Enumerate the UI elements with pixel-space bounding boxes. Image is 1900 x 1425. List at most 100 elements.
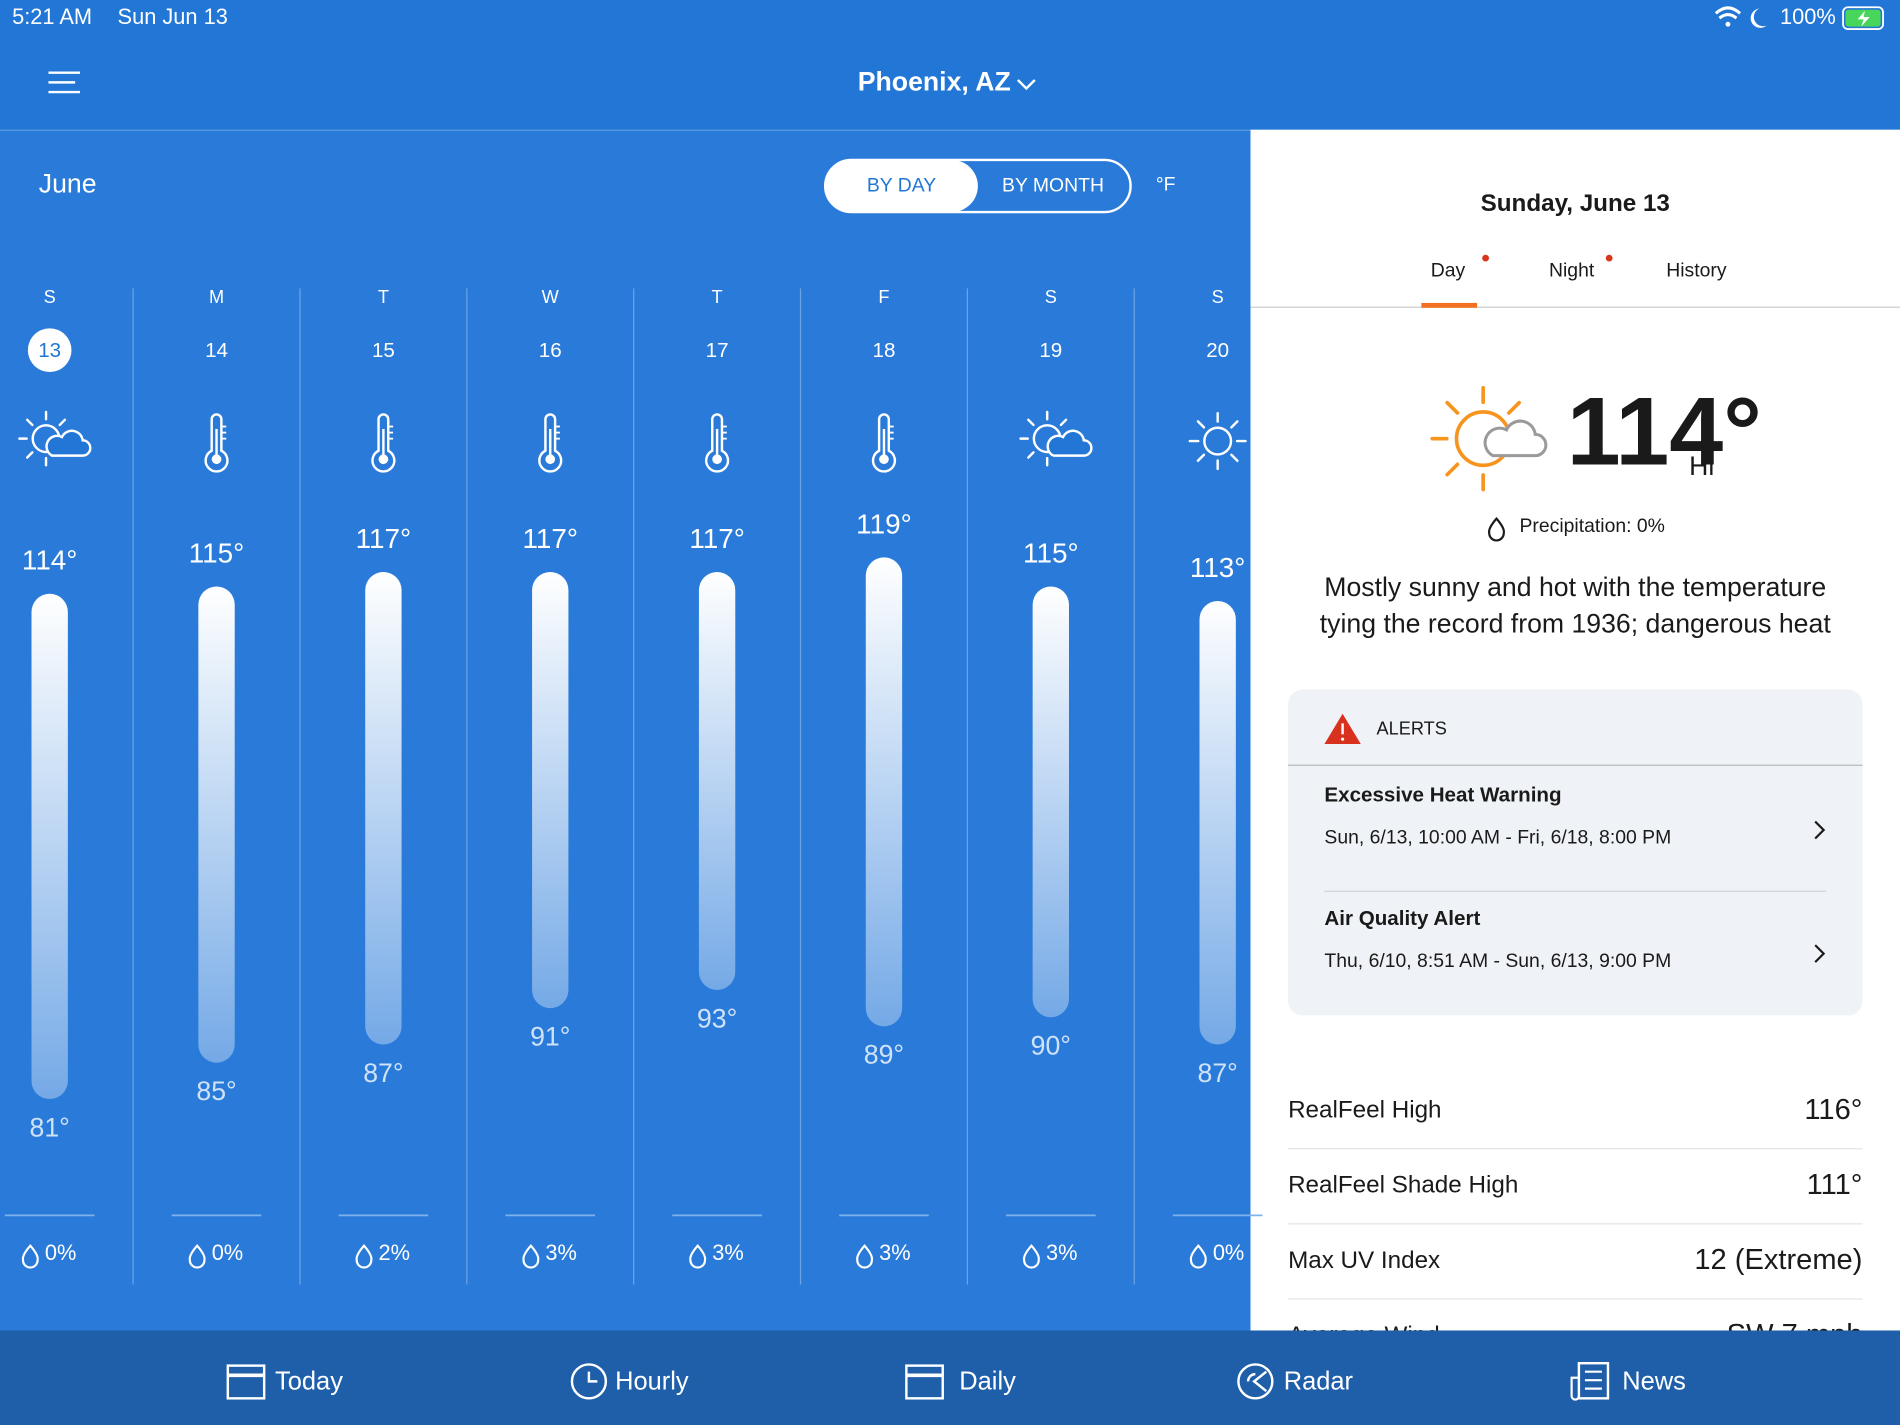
precip: 3% [522, 1240, 577, 1269]
detail-label: Max UV Index [1288, 1247, 1440, 1274]
thermometer [371, 413, 396, 473]
hero-temp-suffix: Hi [1689, 451, 1714, 481]
temperature-bar[interactable] [365, 571, 402, 1045]
moon-icon [1750, 8, 1767, 28]
alert-title: Excessive Heat Warning [1324, 784, 1561, 807]
day-date[interactable]: 13 [38, 339, 61, 362]
thermometer [871, 413, 897, 473]
day-of-week[interactable]: F [878, 287, 889, 307]
thermometer [538, 413, 563, 473]
sun-ray [25, 418, 34, 427]
alert-icon-dot [1341, 737, 1345, 741]
low-temp: 87° [1198, 1058, 1238, 1088]
day-date[interactable]: 18 [873, 339, 896, 362]
nav-icon [905, 1364, 944, 1400]
detail-value: SW 7 mph [1727, 1319, 1863, 1351]
precip: 3% [856, 1240, 911, 1269]
weather-icon [871, 413, 897, 473]
high-temp: 117° [522, 523, 578, 554]
day-date[interactable]: 19 [1039, 339, 1062, 362]
day-date[interactable]: 14 [205, 339, 228, 362]
alert-item[interactable]: Air Quality Alert Thu, 6/10, 8:51 AM - Su… [1324, 907, 1826, 972]
nav-item[interactable]: News [1570, 1361, 1686, 1401]
drop-icon [1189, 1244, 1207, 1269]
temperature-bar[interactable] [865, 557, 903, 1027]
thermometer-bulb [545, 454, 556, 465]
location-title[interactable]: Phoenix, AZ [858, 67, 1011, 97]
thermometer-bulb [879, 454, 889, 465]
nav-label: Radar [1284, 1367, 1354, 1395]
battery-bolt [1857, 10, 1870, 27]
day-date[interactable]: 17 [706, 339, 729, 362]
nav-label: Today [275, 1367, 343, 1395]
weather-icon [705, 413, 730, 473]
toggle-by-month[interactable]: BY MONTH [1002, 175, 1104, 197]
day-of-week[interactable]: S [44, 287, 56, 307]
detail-value: 12 (Extreme) [1694, 1244, 1862, 1276]
wifi-dot [1725, 21, 1731, 27]
precip-value: 0% [1213, 1240, 1245, 1265]
precip: 2% [355, 1240, 410, 1269]
day-of-week[interactable]: M [209, 287, 224, 307]
nav-item[interactable]: Today [226, 1364, 343, 1400]
unit-label[interactable]: °F [1156, 174, 1176, 196]
hero-icon [1430, 385, 1548, 492]
weather-icon [371, 413, 396, 473]
detail-tab[interactable]: Day [1431, 260, 1466, 282]
alert-title: Air Quality Alert [1324, 907, 1480, 930]
battery-level: 100% [1780, 4, 1836, 29]
detail-tab[interactable]: Night [1549, 260, 1595, 282]
wifi-icon [1714, 6, 1742, 20]
day-date[interactable]: 16 [539, 339, 562, 362]
low-temp: 93° [697, 1003, 737, 1033]
location-chevron [1017, 79, 1036, 91]
temperature-bar[interactable] [198, 586, 235, 1063]
nav-icon [226, 1364, 266, 1400]
day-date[interactable]: 20 [1206, 339, 1229, 362]
day-of-week[interactable]: T [712, 287, 723, 307]
alert-time: Thu, 6/10, 8:51 AM - Sun, 6/13, 9:00 PM [1324, 950, 1671, 972]
day-of-week[interactable]: T [378, 287, 389, 307]
nav-item[interactable]: Hourly [570, 1363, 689, 1400]
nav-icon [1570, 1370, 1602, 1401]
weather-icon [18, 410, 92, 467]
day-of-week[interactable]: S [1045, 287, 1057, 307]
temperature-bar[interactable] [532, 571, 569, 1009]
temperature-bar[interactable] [1199, 601, 1236, 1045]
thermometer-bulb [378, 454, 389, 465]
nav-label: Daily [959, 1367, 1016, 1395]
alert-chevron [1814, 820, 1826, 840]
toggle-selected [825, 159, 978, 213]
status-time: 5:21 AM [12, 4, 92, 29]
precip: 3% [1022, 1240, 1077, 1269]
sun-ray [58, 418, 67, 427]
alerts-title: ALERTS [1377, 718, 1447, 738]
thermometer [705, 413, 730, 473]
nav-icon [1246, 1370, 1268, 1393]
detail-label: Average Wind [1288, 1322, 1440, 1349]
sun-ray [25, 451, 34, 459]
menu-button[interactable] [48, 71, 80, 94]
nav-item[interactable]: Daily [905, 1364, 1016, 1400]
tab-indicator [1421, 302, 1478, 308]
precip-value: 3% [545, 1240, 577, 1265]
temperature-bar[interactable] [698, 571, 736, 990]
day-of-week[interactable]: W [542, 287, 560, 307]
alert-item[interactable]: Excessive Heat Warning Sun, 6/13, 10:00 A… [1324, 784, 1826, 849]
toggle-by-day[interactable]: BY DAY [867, 175, 936, 197]
drop-icon [21, 1244, 39, 1269]
drop-icon [856, 1244, 874, 1269]
temperature-bar[interactable] [1032, 586, 1069, 1018]
detail-tab[interactable]: History [1666, 260, 1727, 282]
cloud [45, 429, 92, 457]
sun-ray [1027, 451, 1035, 459]
day-date[interactable]: 15 [372, 339, 395, 362]
temperature-bar[interactable] [31, 593, 68, 1100]
thermometer-bulb [211, 454, 222, 465]
low-temp: 89° [864, 1040, 904, 1070]
nav-item[interactable]: Radar [1237, 1363, 1354, 1400]
day-of-week[interactable]: S [1212, 287, 1224, 307]
hero-temp: 114° [1567, 376, 1762, 485]
